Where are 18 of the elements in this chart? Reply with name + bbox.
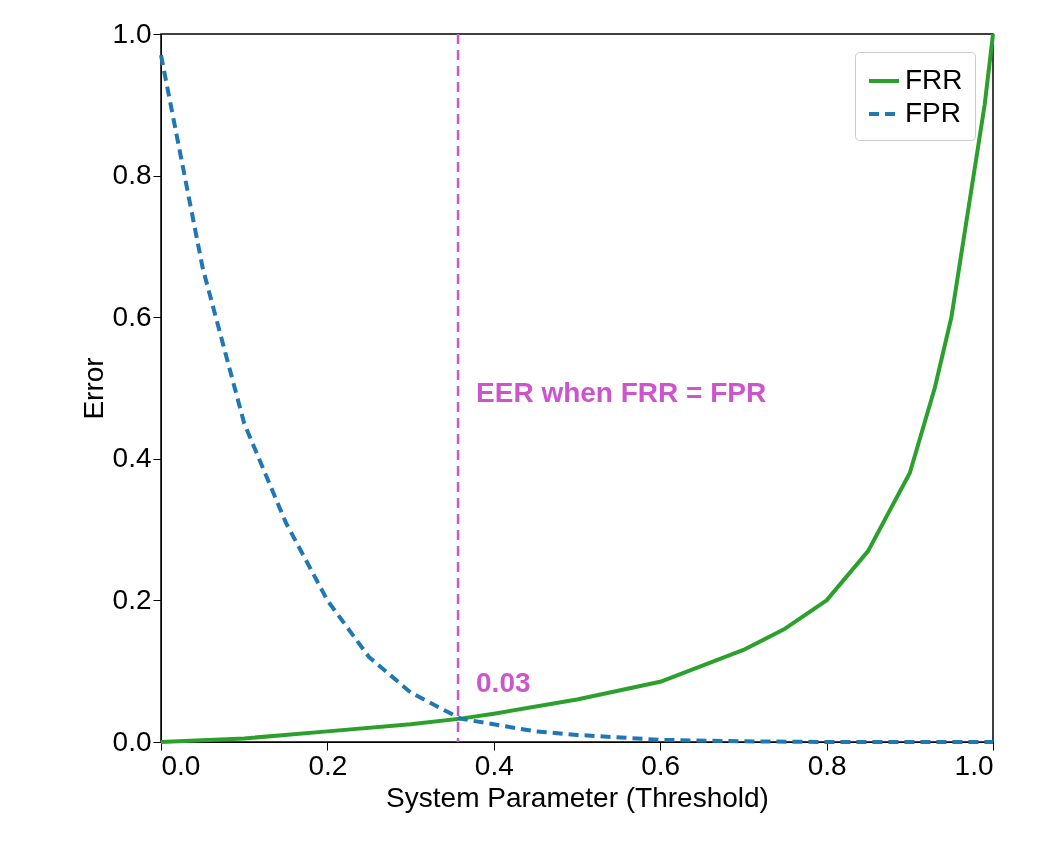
legend-label: FRR xyxy=(905,64,963,95)
annotation: 0.03 xyxy=(476,667,531,698)
x-tick-label: 0.4 xyxy=(474,749,514,781)
y-tick-label: 0.4 xyxy=(112,442,152,474)
y-tick-label: 0.6 xyxy=(112,300,152,332)
y-tick-label: 0.8 xyxy=(112,159,152,191)
x-tick-label: 0.0 xyxy=(161,749,201,781)
x-tick-label: 0.8 xyxy=(807,749,847,781)
y-tick-label: 0.0 xyxy=(112,725,152,757)
y-axis-title: Error xyxy=(77,357,109,420)
legend-label: FPR xyxy=(905,97,961,128)
x-tick-label: 0.6 xyxy=(641,749,681,781)
x-tick-label: 1.0 xyxy=(954,749,994,781)
x-axis-title: System Parameter (Threshold) xyxy=(386,781,769,813)
y-tick-label: 1.0 xyxy=(112,17,152,49)
annotation: EER when FRR = FPR xyxy=(476,377,767,408)
y-tick-label: 0.2 xyxy=(112,583,152,615)
x-tick-label: 0.2 xyxy=(308,749,348,781)
